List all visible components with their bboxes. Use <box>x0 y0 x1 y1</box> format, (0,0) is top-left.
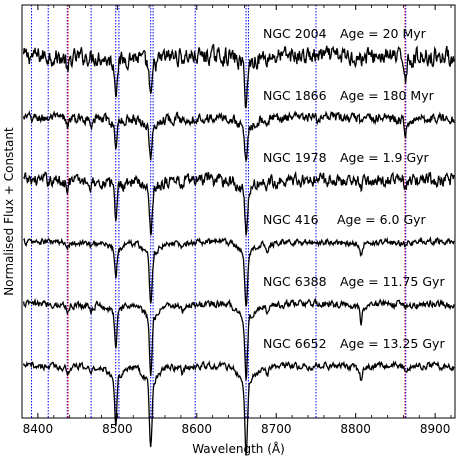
series-name-1: NGC 1866 <box>263 88 327 103</box>
y-axis-title: Normalised Flux + Constant <box>2 127 16 296</box>
series-age-5: Age = 13.25 Gyr <box>340 336 445 351</box>
series-age-0: Age = 20 Myr <box>340 26 427 41</box>
x-tick-label-2: 8600 <box>182 422 213 436</box>
series-age-3: Age = 6.0 Gyr <box>337 212 427 227</box>
series-name-5: NGC 6652 <box>263 336 327 351</box>
series-age-4: Age = 11.75 Gyr <box>340 274 445 289</box>
series-name-0: NGC 2004 <box>263 26 327 41</box>
series-labels: NGC 2004 Age = 20 Myr NGC 1866 Age = 180 My… <box>263 26 445 351</box>
spectrum-line-0 <box>22 43 455 109</box>
x-axis-title: Wavelength (Å) <box>192 441 285 456</box>
x-axis-ticks: 8400 8500 8600 8700 8800 8900 <box>23 5 452 436</box>
x-tick-label-0: 8400 <box>23 422 54 436</box>
plot-frame <box>21 4 456 419</box>
spectra-series <box>22 43 455 455</box>
spectrum-line-3 <box>23 236 455 307</box>
spectrum-line-4 <box>22 297 455 381</box>
series-name-3: NGC 416 <box>263 212 319 227</box>
spectrum-line-1 <box>22 109 455 164</box>
x-tick-label-3: 8700 <box>261 422 292 436</box>
series-age-2: Age = 1.9 Gyr <box>340 150 430 165</box>
x-tick-label-4: 8800 <box>340 422 371 436</box>
x-tick-label-1: 8500 <box>102 422 133 436</box>
series-age-1: Age = 180 Myr <box>340 88 435 103</box>
spectrum-line-5 <box>22 360 455 455</box>
x-tick-label-5: 8900 <box>420 422 451 436</box>
spectrum-line-2 <box>23 170 455 236</box>
series-name-2: NGC 1978 <box>263 150 327 165</box>
series-name-4: NGC 6388 <box>263 274 327 289</box>
